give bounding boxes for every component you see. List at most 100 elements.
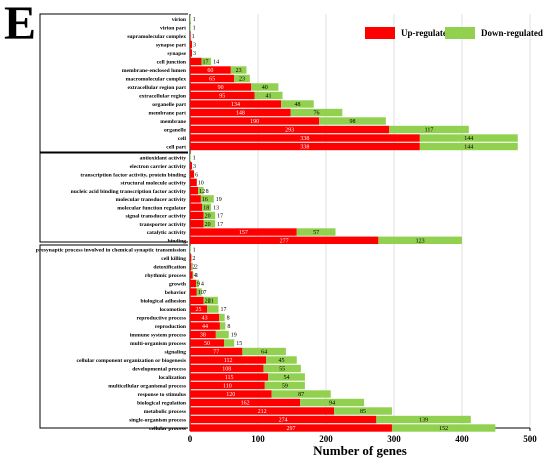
value-label-up-1-2: 6 [195,172,198,178]
category-label-2-7: locomotion [160,307,187,313]
value-label-down-2-5: 7 [204,290,207,296]
category-label-2-0: presynaptic process involved in chemical… [36,248,187,254]
value-label-up-2-4: 9 [197,282,200,288]
value-label-down-2-6: 21 [208,299,214,305]
category-label-0-8: extracellular region part [127,85,186,91]
value-label-down-1-6: 13 [213,205,219,211]
category-label-2-15: localization [159,375,187,381]
value-label-down-1-10: 123 [416,239,425,245]
bar-up-2-20 [190,415,377,424]
value-label-down-2-19: 85 [360,409,366,415]
category-label-2-2: detoxification [153,265,187,271]
bar-down-2-10 [215,330,229,339]
x-axis-title: Number of genes [313,443,407,458]
panel-label: E [4,0,37,50]
bar-up-0-10 [190,100,282,108]
value-label-down-2-2: 2 [195,265,198,271]
bar-up-1-10 [190,236,379,244]
value-label-up-0-15: 338 [300,145,309,151]
value-label-up-0-12: 190 [250,119,259,125]
value-label-up-2-15: 115 [225,375,234,381]
category-label-0-7: macromolecular complex [126,77,186,83]
category-label-0-2: supramolecular complex [127,34,186,40]
bar-down-0-15 [419,142,518,151]
value-label-up-2-11: 50 [204,341,210,347]
category-label-1-7: signal transducer activity [126,214,187,220]
value-label-down-2-14: 55 [279,367,285,373]
value-label-up-0-2: 1 [192,34,195,40]
category-label-2-10: immune system process [130,333,187,339]
bar-up-2-10 [190,330,216,339]
value-label-up-2-13: 112 [224,358,233,364]
value-label-up-0-3: 3 [193,43,196,49]
value-label-up-2-5: 10 [198,290,204,296]
bar-up-0-12 [190,117,320,125]
bar-down-0-14 [419,134,518,142]
bar-down-2-7 [207,305,219,313]
bar-up-0-6 [190,66,231,74]
bar-down-0-1 [190,23,191,32]
category-label-2-8: reproductive process [136,316,186,322]
value-label-up-2-14: 108 [222,367,231,373]
x-tick-label-2: 200 [319,434,333,444]
bar-down-1-10 [378,236,462,244]
bar-up-2-14 [190,364,264,373]
category-label-1-9: catalytic activity [147,230,186,236]
bar-up-1-8 [190,220,204,228]
value-label-down-1-4: 8 [206,189,209,195]
value-label-down-0-5: 14 [213,60,219,66]
category-label-2-21: cellular process [149,426,187,432]
group-bracket-1 [39,152,188,243]
category-label-0-12: membrane [160,119,186,125]
category-label-0-0: virion [172,17,187,23]
value-label-down-1-7: 17 [217,214,223,220]
bar-down-0-13 [389,125,469,134]
bar-down-2-12 [242,347,286,356]
value-label-up-2-17: 120 [226,392,235,398]
bar-up-2-9 [190,322,220,330]
bar-up-2-19 [190,407,335,415]
value-label-up-0-6: 60 [207,68,213,74]
group-bracket-2 [39,244,188,429]
category-label-0-9: extracellular region [139,94,187,100]
bar-up-0-9 [190,91,255,100]
value-label-up-0-4: 3 [193,51,196,57]
value-label-down-2-3: 1 [195,273,198,279]
value-label-down-2-8: 8 [227,316,230,322]
bar-up-2-15 [190,373,269,381]
category-label-0-14: cell [178,136,187,142]
x-tick-label-3: 300 [387,434,401,444]
category-label-0-11: membrane part [149,111,187,117]
value-label-up-1-8: 20 [205,222,211,228]
bar-up-2-1 [190,254,192,262]
value-label-down-1-9: 57 [313,230,319,236]
value-label-up-1-5: 16 [202,197,208,203]
x-tick-label-5: 500 [523,434,537,444]
category-label-0-10: organelle part [152,102,186,108]
bar-up-0-13 [190,125,390,134]
bar-up-1-3 [190,178,197,187]
value-label-down-2-20: 139 [419,418,428,424]
value-label-down-0-11: 76 [313,111,319,117]
value-label-up-0-11: 148 [236,111,245,117]
category-label-2-20: single-organism process [129,418,187,424]
category-label-1-10: binding [168,239,187,245]
legend-item-up: Up-regulated [365,27,452,39]
bar-up-0-3 [190,40,193,49]
bar-down-2-3 [192,271,194,279]
bar-down-1-6 [202,203,212,211]
value-label-up-0-5: 17 [203,60,209,66]
bar-down-2-8 [219,313,225,322]
bar-up-0-2 [190,32,191,40]
value-label-down-2-16: 59 [282,384,288,390]
value-label-up-0-7: 65 [209,77,215,83]
bar-down-2-0 [190,245,191,254]
value-label-down-2-0: 1 [193,248,196,254]
category-label-1-0: antioxidant activity [140,156,187,162]
value-label-down-2-15: 54 [284,375,290,381]
bar-up-2-16 [190,381,265,390]
value-label-up-2-19: 212 [258,409,267,415]
bar-up-2-8 [190,313,220,322]
bar-down-2-19 [334,407,392,415]
value-label-down-0-15: 144 [464,145,473,151]
